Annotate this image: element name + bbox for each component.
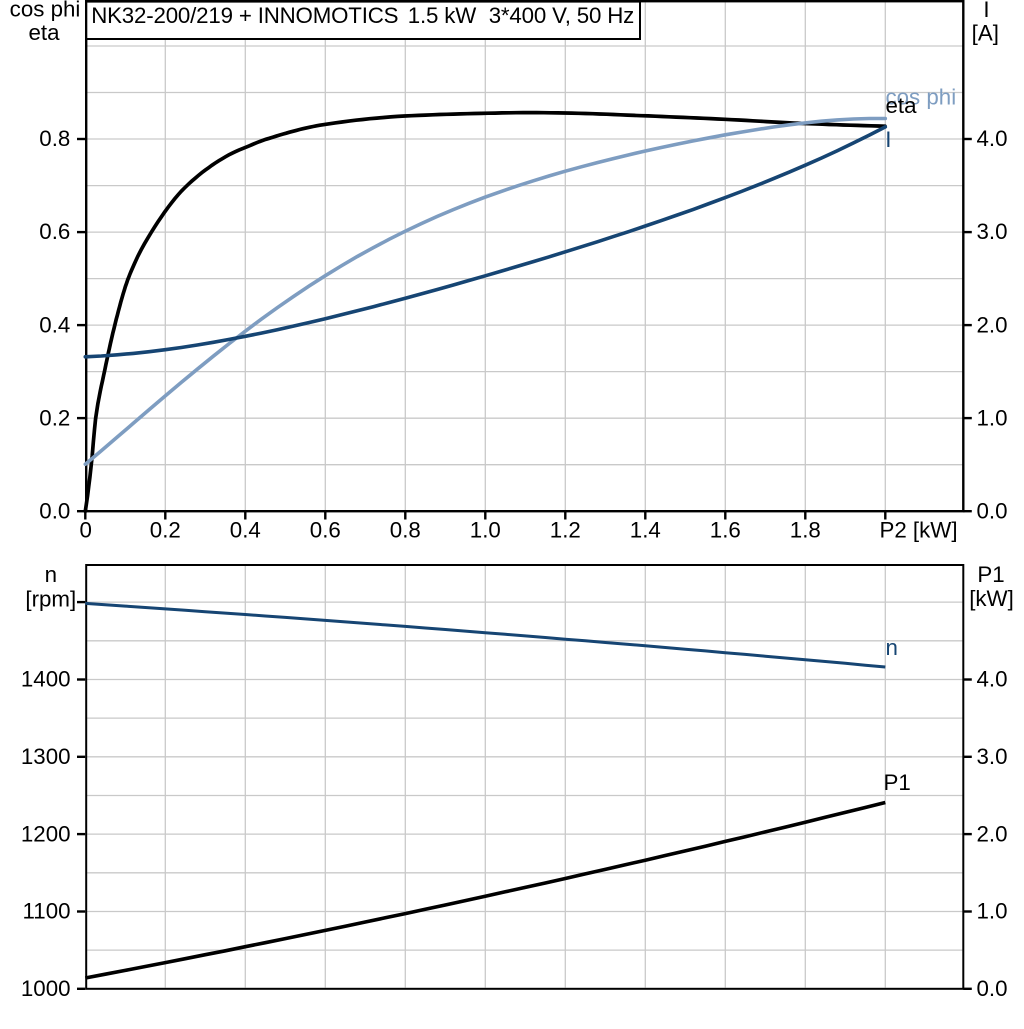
svg-text:cos phi: cos phi	[886, 85, 957, 110]
svg-text:0.2: 0.2	[150, 518, 181, 543]
svg-text:[rpm]: [rpm]	[25, 587, 76, 612]
svg-text:[kW]: [kW]	[969, 586, 1014, 611]
svg-text:1.8: 1.8	[790, 518, 821, 543]
svg-text:eta: eta	[29, 20, 61, 45]
svg-text:1300: 1300	[21, 744, 71, 769]
svg-text:0.2: 0.2	[39, 405, 70, 430]
svg-text:0.4: 0.4	[39, 312, 70, 337]
svg-text:1.0: 1.0	[977, 405, 1008, 430]
svg-text:0.8: 0.8	[39, 126, 70, 151]
svg-text:3*400 V, 50 Hz: 3*400 V, 50 Hz	[489, 3, 634, 28]
svg-text:I: I	[885, 127, 891, 152]
svg-text:eta: eta	[886, 93, 918, 118]
svg-text:1.0: 1.0	[470, 518, 501, 543]
svg-text:0.6: 0.6	[39, 219, 70, 244]
svg-text:cos phi: cos phi	[10, 0, 81, 22]
svg-text:0: 0	[79, 518, 91, 543]
svg-text:1.5 kW: 1.5 kW	[408, 3, 476, 28]
svg-text:2.0: 2.0	[977, 312, 1008, 337]
svg-text:0.6: 0.6	[310, 518, 341, 543]
svg-text:P1: P1	[884, 770, 911, 795]
svg-text:1200: 1200	[21, 821, 71, 846]
svg-text:1.0: 1.0	[977, 899, 1008, 924]
svg-text:0.4: 0.4	[230, 518, 261, 543]
svg-text:P1: P1	[977, 562, 1004, 587]
svg-text:0.0: 0.0	[977, 498, 1008, 523]
svg-text:4.0: 4.0	[977, 667, 1008, 692]
svg-text:I: I	[983, 0, 989, 22]
svg-text:1100: 1100	[23, 899, 71, 924]
svg-text:1000: 1000	[21, 976, 71, 1001]
svg-text:1.4: 1.4	[630, 518, 661, 543]
svg-text:1400: 1400	[21, 667, 71, 692]
svg-text:n: n	[886, 635, 898, 660]
svg-text:1.2: 1.2	[550, 518, 581, 543]
svg-text:4.0: 4.0	[977, 126, 1008, 151]
svg-text:1.6: 1.6	[710, 518, 741, 543]
svg-text:3.0: 3.0	[977, 219, 1008, 244]
svg-text:3.0: 3.0	[977, 744, 1008, 769]
svg-text:2.0: 2.0	[977, 821, 1008, 846]
svg-text:0.0: 0.0	[39, 498, 70, 523]
svg-text:[A]: [A]	[972, 21, 999, 46]
svg-text:n: n	[45, 562, 57, 587]
svg-text:P2 [kW]: P2 [kW]	[879, 518, 957, 543]
svg-text:0.8: 0.8	[390, 518, 421, 543]
svg-text:0.0: 0.0	[977, 976, 1008, 1001]
svg-text:NK32-200/219 + INNOMOTICS: NK32-200/219 + INNOMOTICS	[91, 3, 398, 28]
